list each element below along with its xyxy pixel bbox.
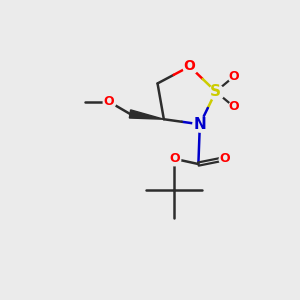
Text: O: O: [229, 100, 239, 113]
Text: O: O: [169, 152, 179, 165]
Text: N: N: [194, 117, 206, 132]
Text: O: O: [184, 59, 196, 74]
Polygon shape: [129, 110, 164, 119]
Text: O: O: [229, 70, 239, 83]
Text: O: O: [220, 152, 230, 165]
Text: S: S: [210, 84, 221, 99]
Text: O: O: [103, 95, 114, 108]
